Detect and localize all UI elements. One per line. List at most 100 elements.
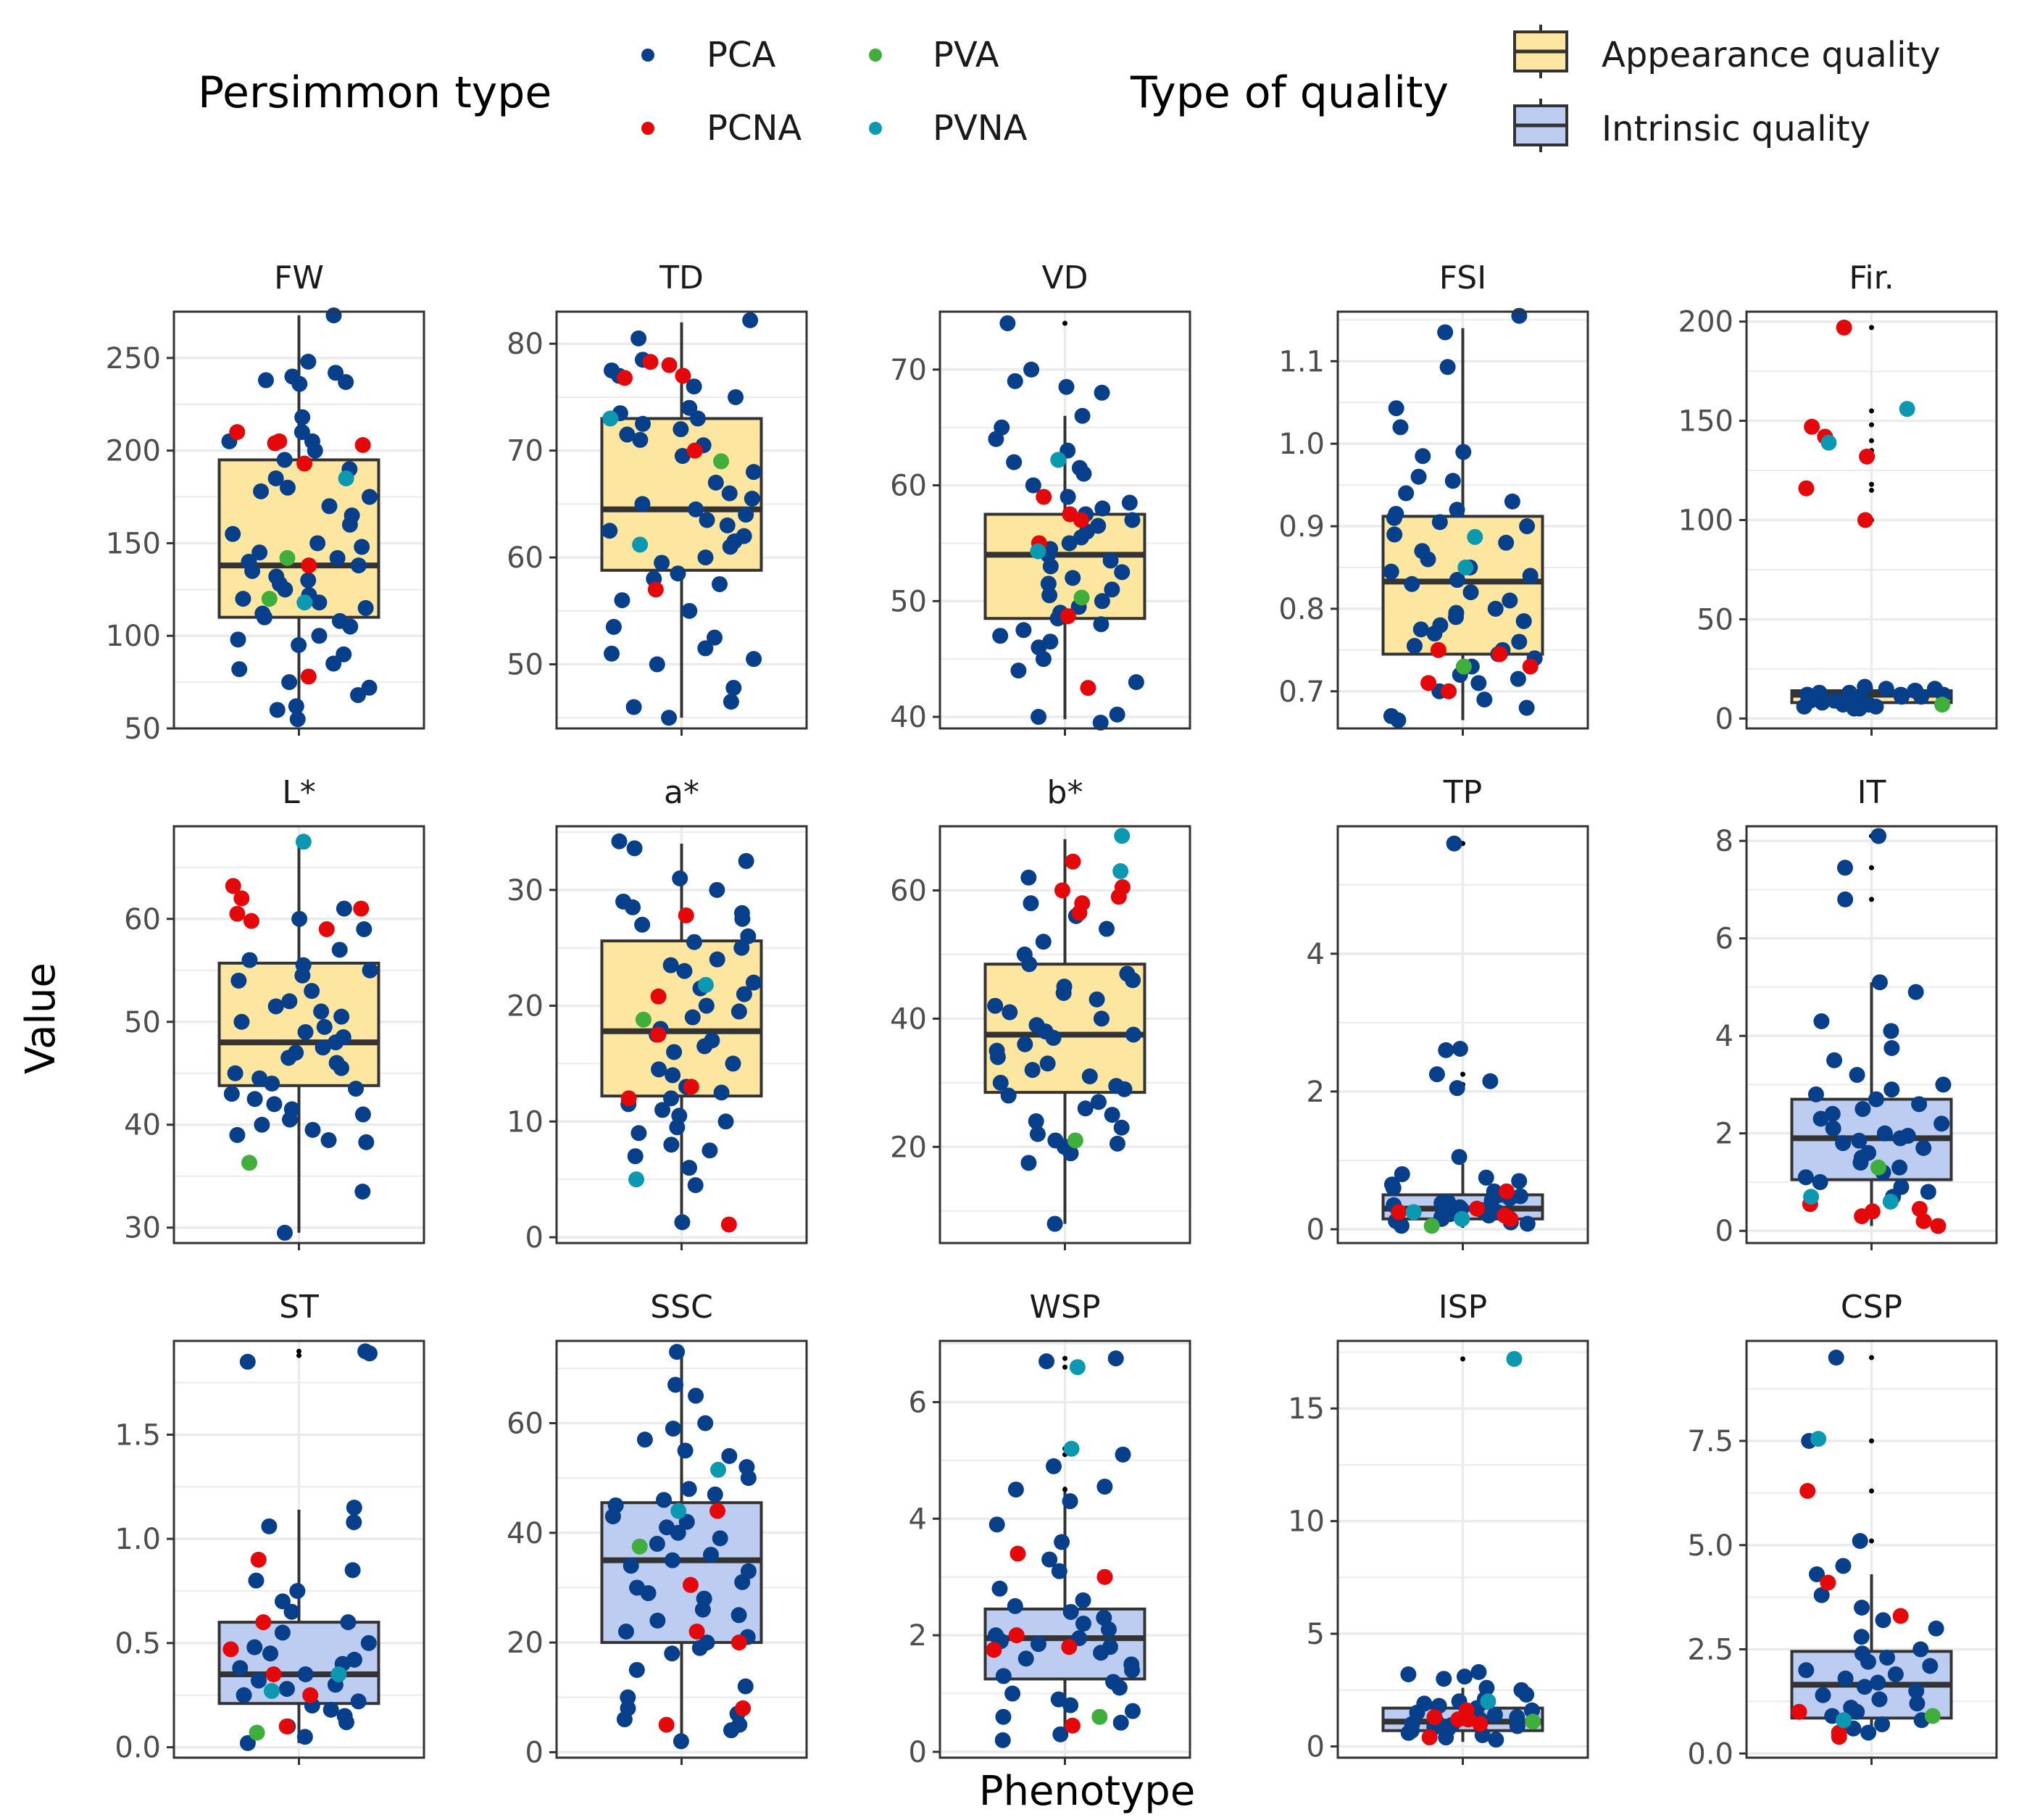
point-pca — [1426, 626, 1443, 642]
point-pca — [995, 1708, 1012, 1725]
point-pca — [350, 557, 367, 574]
point-pca — [1438, 1729, 1454, 1746]
point-pca — [1038, 1353, 1055, 1370]
point-pca — [1439, 359, 1456, 375]
point-pca — [1051, 1563, 1067, 1579]
point-pva — [279, 549, 296, 566]
point-pca — [1114, 564, 1131, 581]
legend-pva-label: PVA — [933, 35, 999, 75]
panel-title: TP — [1443, 774, 1482, 811]
point-pca — [1061, 535, 1078, 552]
point-pcna — [225, 878, 241, 894]
point-pca — [719, 517, 736, 533]
point-pca — [628, 1661, 645, 1678]
y-tick-label: 60 — [124, 903, 161, 936]
point-pvna — [1063, 1440, 1080, 1457]
point-pca — [1870, 1674, 1886, 1691]
point-pca — [1522, 568, 1539, 584]
box-outlier — [1869, 487, 1874, 493]
point-pvna — [1467, 528, 1483, 545]
point-pca — [1510, 670, 1526, 687]
point-pvna — [1405, 1204, 1422, 1221]
point-pca — [737, 1678, 754, 1695]
point-pca — [713, 1084, 730, 1101]
point-pcna — [1073, 512, 1089, 528]
point-pca — [321, 498, 338, 515]
point-pca — [1852, 1533, 1868, 1549]
point-pca — [1797, 1169, 1814, 1186]
point-pca — [1111, 1679, 1128, 1696]
point-pca — [1000, 1087, 1017, 1104]
box-outlier — [296, 1352, 301, 1358]
point-pca — [1825, 1120, 1841, 1137]
box-outlier — [296, 1348, 301, 1354]
point-pca — [1112, 1714, 1129, 1731]
point-pca — [1502, 592, 1518, 609]
point-pcna — [1472, 1716, 1489, 1732]
panel-title: Fir. — [1849, 259, 1894, 296]
point-pca — [721, 1447, 738, 1464]
point-pca — [1518, 1686, 1535, 1703]
point-pca — [1798, 1662, 1815, 1679]
point-pca — [1868, 1091, 1885, 1108]
box-outlier — [1460, 1071, 1465, 1077]
point-pca — [1125, 972, 1141, 989]
point-pcna — [229, 905, 246, 922]
point-pca — [1004, 1685, 1021, 1702]
y-tick-label: 4 — [1715, 1020, 1733, 1053]
point-pca — [281, 993, 298, 1010]
point-pcna — [265, 1666, 282, 1682]
point-pcna — [1930, 1218, 1947, 1234]
point-pca — [1007, 373, 1023, 389]
y-tick-label: 15 — [1288, 1392, 1325, 1426]
point-pca — [346, 1514, 362, 1531]
point-pcna — [1915, 1213, 1932, 1229]
y-tick-label: 5 — [1307, 1618, 1325, 1651]
point-pca — [1100, 1621, 1117, 1638]
legend-pca-label: PCA — [707, 35, 775, 75]
point-pca — [1406, 638, 1423, 655]
point-pca — [362, 962, 378, 978]
point-pca — [1094, 593, 1110, 610]
point-pcna — [296, 455, 313, 472]
point-pcna — [620, 1090, 637, 1107]
point-pcna — [233, 890, 250, 907]
point-pca — [1433, 1194, 1450, 1211]
y-tick-label: 20 — [890, 1131, 927, 1164]
point-pcna — [1096, 1568, 1113, 1585]
point-pca — [1907, 984, 1924, 1000]
point-pca — [1124, 512, 1141, 528]
point-pca — [1857, 678, 1873, 695]
point-pca — [230, 631, 246, 648]
point-pca — [1446, 835, 1462, 852]
point-pca — [289, 1583, 306, 1599]
point-pca — [1021, 956, 1038, 973]
point-pca — [278, 1681, 295, 1698]
point-pca — [331, 942, 348, 958]
point-pca — [630, 330, 647, 346]
point-pcna — [267, 435, 283, 452]
point-pca — [291, 910, 308, 927]
y-tick-label: 0.0 — [1687, 1737, 1733, 1771]
point-pca — [1515, 612, 1532, 629]
point-pca — [1438, 1042, 1454, 1058]
point-pca — [1875, 1612, 1891, 1629]
point-pca — [297, 1023, 314, 1040]
point-pcna — [1008, 1627, 1025, 1644]
panel-title: L* — [282, 774, 316, 811]
point-pca — [294, 409, 311, 425]
point-pca — [1058, 378, 1075, 395]
point-pca — [254, 1116, 270, 1133]
point-pca — [721, 485, 738, 502]
point-pca — [1075, 1592, 1091, 1608]
point-pcna — [683, 1079, 699, 1095]
point-pca — [232, 1660, 249, 1676]
y-tick-label: 40 — [124, 1109, 161, 1142]
box-iqr — [217, 458, 380, 619]
panel-isp: 0 5 10 15 ISP — [1288, 1289, 1589, 1765]
y-tick-label: 0.5 — [115, 1627, 161, 1661]
panel-it: 0 2 4 6 8 IT — [1715, 774, 1998, 1250]
point-pca — [696, 1038, 713, 1055]
point-pca — [1504, 493, 1520, 510]
point-pca — [742, 312, 759, 328]
